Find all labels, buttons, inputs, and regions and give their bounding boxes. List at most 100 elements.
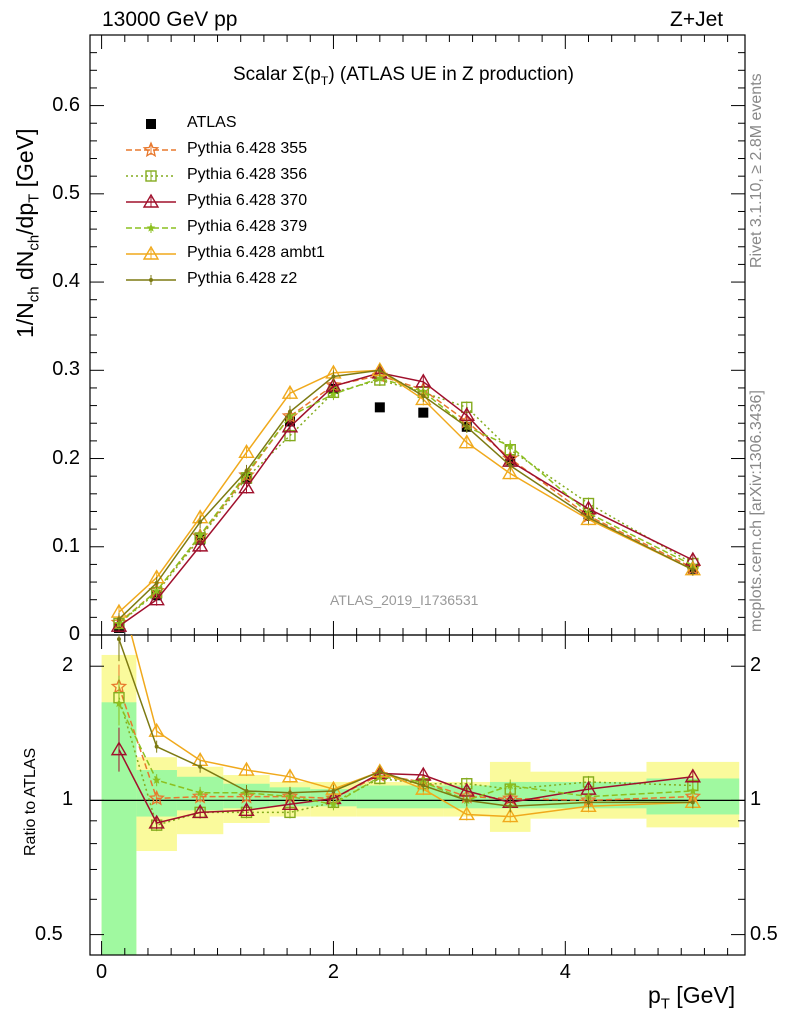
y-axis-title: 1/Nch dNch/dpT [GeV] — [12, 128, 43, 338]
x-tick-label: 2 — [327, 961, 339, 983]
data-point — [154, 580, 159, 585]
ratio-point — [458, 806, 475, 821]
data-point — [377, 368, 382, 373]
analysis-label: ATLAS_2019_I1736531 — [330, 592, 479, 608]
x-tick-label: 4 — [559, 961, 571, 983]
data-point — [238, 479, 255, 494]
ratio-point — [688, 786, 698, 795]
data-point — [580, 511, 597, 526]
ratio-y-axis-title: Ratio to ATLAS — [22, 747, 39, 856]
ratio-point — [154, 744, 159, 749]
data-point — [116, 617, 121, 622]
data-point — [331, 374, 336, 379]
legend-marker — [146, 119, 156, 129]
ratio-point — [191, 787, 209, 804]
ratio-point — [421, 783, 426, 788]
series-line — [118, 374, 694, 624]
band-inner — [403, 785, 444, 809]
series-line — [118, 369, 694, 620]
ratio-point — [508, 804, 513, 809]
main-panel — [89, 34, 746, 636]
ratio-line — [118, 703, 693, 806]
y-tick-label: 0.2 — [52, 446, 80, 469]
data-point — [374, 402, 385, 413]
data-point — [508, 463, 513, 468]
energy-label: 13000 GeV pp — [102, 8, 238, 31]
data-point — [464, 424, 469, 429]
y-tick-label: 0.3 — [52, 358, 80, 381]
series-line — [118, 377, 694, 625]
ratio-point — [148, 814, 165, 829]
ratio-point — [238, 761, 255, 776]
legend-entry: ATLAS — [187, 114, 237, 131]
data-point — [375, 373, 385, 382]
y-tick-label: 0.5 — [52, 181, 80, 204]
legend-entry: Pythia 6.428 379 — [187, 218, 308, 235]
data-point — [148, 591, 165, 606]
legend-entry: Pythia 6.428 356 — [187, 166, 308, 183]
series-pythia-6-428-z2 — [116, 364, 695, 626]
y-tick-label: 0.6 — [52, 93, 80, 116]
ratio-line — [118, 749, 693, 824]
x-tick-label: 0 — [96, 961, 108, 983]
data-point — [281, 384, 299, 399]
ratio-tick-label: 2 — [750, 654, 762, 677]
series-pythia-6-428-ambt1 — [110, 361, 702, 619]
legend-marker — [145, 170, 157, 182]
main-series — [110, 361, 702, 633]
ratio-point — [584, 792, 593, 801]
y-tick-label: 0.1 — [52, 534, 80, 557]
legend-entry: Pythia 6.428 ambt1 — [187, 244, 325, 261]
ratio-point — [195, 788, 205, 797]
ratio-point — [415, 780, 432, 795]
ratio-point — [690, 800, 695, 805]
ratio-point — [110, 741, 128, 756]
series-pythia-6-428-379 — [114, 372, 698, 630]
series-line — [118, 369, 694, 613]
series-pythia-6-428-355 — [110, 366, 702, 630]
data-point — [244, 468, 249, 473]
ratio-point — [684, 768, 702, 783]
data-point — [191, 537, 209, 552]
ratio-point — [502, 808, 519, 823]
data-point — [458, 434, 475, 449]
ratio-tick-label: 2 — [62, 654, 74, 677]
data-point — [198, 520, 203, 525]
ratio-point — [112, 581, 126, 593]
data-point — [110, 617, 128, 632]
ratio-tick-label: 0.5 — [750, 922, 778, 945]
data-point — [506, 441, 515, 450]
ratio-point — [114, 699, 124, 708]
ratio-point — [331, 788, 336, 793]
data-point — [287, 409, 292, 414]
data-point — [502, 465, 519, 480]
x-axis-title: pT [GeV] — [648, 982, 736, 1013]
data-point — [281, 418, 299, 433]
ratio-point — [191, 804, 209, 819]
series-line — [118, 372, 694, 627]
ratio-point — [148, 789, 165, 806]
rivet-label: Rivet 3.1.10, ≥ 2.8M events — [748, 73, 765, 268]
legend-marker — [146, 223, 156, 232]
ratio-series — [110, 581, 702, 832]
ratio-point — [244, 788, 249, 793]
ratio-series-z2 — [116, 635, 695, 813]
legend-marker — [142, 193, 160, 208]
ratio-point — [287, 790, 292, 795]
ratio-frame — [89, 634, 746, 956]
ratio-tick-label: 0.5 — [35, 922, 63, 945]
ratio-point — [377, 769, 382, 774]
ratio-point — [198, 764, 203, 769]
legend-entry: Pythia 6.428 370 — [187, 192, 308, 209]
data-point — [418, 407, 429, 418]
ratio-point — [580, 797, 597, 813]
chart-title: Scalar Σ(pT) (ATLAS UE in Z production) — [233, 64, 575, 88]
legend-marker — [149, 278, 153, 282]
mcplots-label: mcplots.cern.ch [arXiv:1306.3436] — [748, 390, 765, 632]
data-point — [152, 586, 161, 595]
ratio-panel — [89, 581, 746, 956]
ratio-tick-label: 1 — [62, 788, 74, 811]
data-point — [238, 443, 255, 459]
ratio-tick-label: 1 — [750, 788, 762, 811]
